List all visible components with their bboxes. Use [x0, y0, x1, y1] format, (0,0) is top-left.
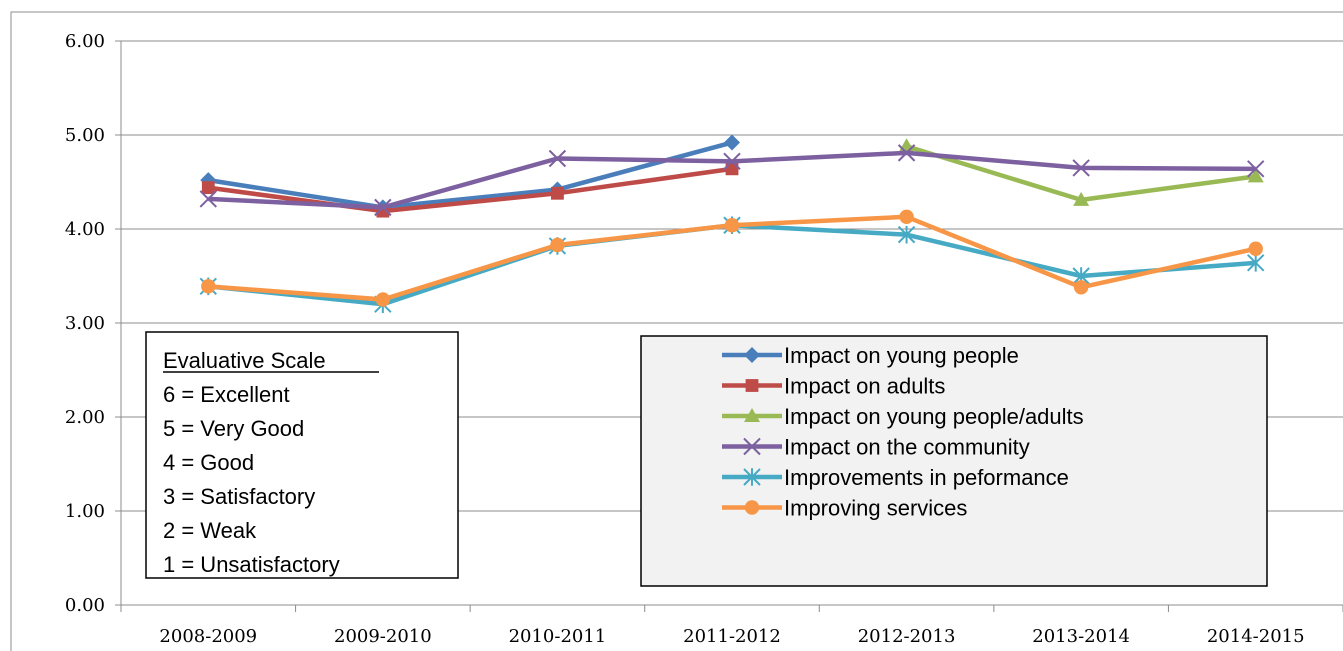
data-point — [1247, 168, 1264, 183]
data-point — [723, 152, 741, 171]
evaluative-scale-box: Evaluative Scale 6 = Excellent 5 = Very … — [145, 331, 459, 579]
y-tick-label: 4.00 — [65, 219, 105, 240]
legend-item: Impact on adults — [722, 374, 945, 399]
x-tick-label: 2009-2010 — [334, 626, 432, 647]
series-group — [201, 209, 1263, 307]
series-line — [207, 166, 733, 214]
legend-label: Impact on young people — [784, 343, 1019, 368]
data-point — [375, 292, 391, 307]
data-point — [1247, 160, 1265, 178]
x-tick-label: 2011-2012 — [683, 626, 781, 647]
y-tick-label: 6.00 — [65, 31, 105, 52]
legend-item: Impact on young people/adults — [722, 404, 1084, 429]
legend-label: Improvements in peformance — [784, 465, 1069, 490]
data-point — [1073, 280, 1089, 295]
y-tick-label: 0.00 — [65, 595, 105, 616]
data-point — [1247, 254, 1265, 272]
scale-item: 1 = Unsatisfactory — [163, 552, 340, 577]
axes: 0.00 1.00 2.00 3.00 4.00 5.00 6.00 2008-2009 200… — [65, 31, 1343, 647]
legend-box — [640, 335, 1268, 587]
data-point — [201, 279, 216, 294]
data-point — [744, 408, 760, 422]
data-point — [897, 225, 916, 244]
scale-item: 6 = Excellent — [163, 382, 290, 407]
data-point — [744, 347, 760, 363]
data-point — [1072, 159, 1090, 177]
legend-item: Impact on the community — [722, 435, 1030, 460]
data-point — [724, 134, 740, 151]
y-tick-label: 3.00 — [65, 313, 105, 334]
scale-box-border — [145, 331, 459, 579]
x-tick-label: 2012-2013 — [858, 626, 956, 647]
data-point — [743, 468, 761, 486]
data-point — [725, 162, 739, 176]
legend-label: Impact on the community — [784, 435, 1030, 460]
data-point — [743, 437, 761, 456]
legend-item: Impact on young people — [722, 343, 1019, 368]
x-tick-label: 2014-2015 — [1207, 626, 1305, 647]
legend-label: Impact on adults — [784, 374, 945, 399]
series-lines — [199, 134, 1265, 313]
data-point — [1248, 241, 1263, 256]
series-line — [207, 140, 733, 210]
y-tick-label: 2.00 — [65, 407, 105, 428]
x-tick-label: 2013-2014 — [1032, 626, 1130, 647]
y-tick-label: 1.00 — [65, 501, 105, 522]
data-point — [745, 379, 759, 392]
data-point — [551, 186, 564, 200]
series-group — [199, 144, 1265, 217]
data-point — [899, 209, 914, 224]
data-point — [550, 237, 565, 253]
data-point — [199, 190, 217, 208]
data-point — [201, 181, 215, 195]
x-tick-label: 2008-2009 — [159, 626, 257, 647]
legend-item: Improvements in peformance — [722, 465, 1069, 490]
data-point — [1073, 191, 1090, 206]
data-point — [897, 144, 916, 162]
legend: Impact on young people Impact on adults Im… — [640, 335, 1268, 587]
data-point — [548, 149, 567, 168]
scale-item: 3 = Satisfactory — [163, 484, 315, 509]
scale-item: 5 = Very Good — [163, 416, 304, 441]
y-tick-label: 5.00 — [65, 125, 105, 146]
scale-item: 4 = Good — [163, 450, 254, 475]
legend-item: Improving services — [722, 496, 967, 521]
data-point — [744, 500, 760, 515]
data-point — [374, 198, 392, 217]
data-point — [724, 218, 740, 233]
scale-item: 2 = Weak — [163, 518, 257, 543]
x-tick-label: 2010-2011 — [509, 626, 607, 647]
scale-title: Evaluative Scale — [163, 348, 326, 373]
legend-label: Improving services — [784, 496, 967, 521]
legend-label: Impact on young people/adults — [784, 404, 1084, 429]
